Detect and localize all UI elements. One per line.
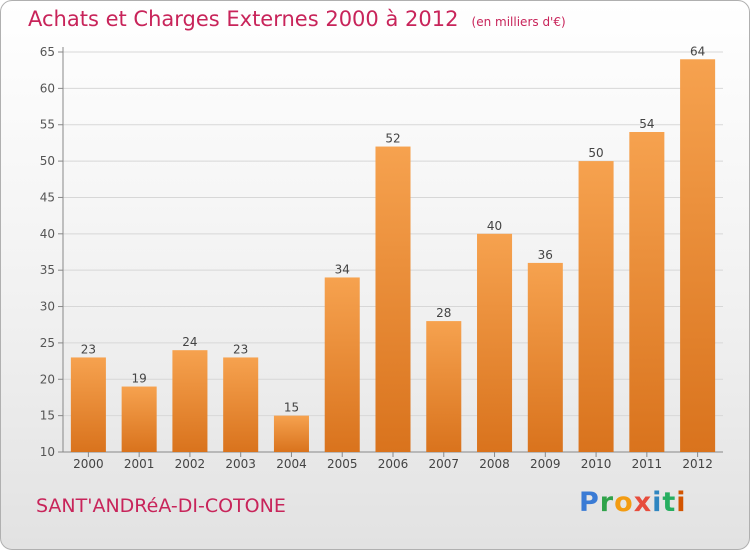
value-label-2005: 34 xyxy=(335,262,350,276)
y-tick-label: 35 xyxy=(40,263,55,277)
bar-2004 xyxy=(273,415,309,452)
y-tick-label: 60 xyxy=(40,81,55,95)
bar-2006 xyxy=(375,146,411,452)
value-label-2007: 28 xyxy=(436,306,451,320)
chart-title: Achats et Charges Externes 2000 à 2012 xyxy=(28,7,459,31)
bar-2008 xyxy=(477,233,513,452)
logo-letter: x xyxy=(633,487,653,518)
bar-2009 xyxy=(527,262,563,452)
y-tick-label: 15 xyxy=(40,409,55,423)
x-tick-label-2007: 2007 xyxy=(428,457,459,471)
y-tick-label: 10 xyxy=(40,445,55,459)
y-tick-label: 65 xyxy=(40,45,55,59)
value-label-2011: 54 xyxy=(639,117,654,131)
x-tick-label-2011: 2011 xyxy=(632,457,663,471)
bar-2001 xyxy=(121,386,157,452)
bar-2012 xyxy=(680,59,716,452)
x-tick-label-2009: 2009 xyxy=(530,457,561,471)
logo-letter: t xyxy=(662,487,677,518)
data-labels: 23 2000 19 2001 24 2002 23 2003 15 2004 34 2005 52 20… xyxy=(73,44,713,471)
bar-2007 xyxy=(426,321,462,452)
logo-letter: i xyxy=(676,487,687,518)
x-tick-label-2003: 2003 xyxy=(225,457,256,471)
bar-2011 xyxy=(629,132,665,452)
bars xyxy=(70,59,716,452)
bar-2005 xyxy=(324,277,360,452)
x-tick-label-2001: 2001 xyxy=(124,457,155,471)
value-label-2003: 23 xyxy=(233,342,248,356)
value-label-2006: 52 xyxy=(385,132,400,146)
proxiti-logo: Proxiti xyxy=(579,487,687,518)
value-label-2002: 24 xyxy=(182,335,197,349)
y-tick-label: 25 xyxy=(40,336,55,350)
x-tick-label-2000: 2000 xyxy=(73,457,104,471)
y-tick-label: 30 xyxy=(40,300,55,314)
logo-letter: i xyxy=(652,487,663,518)
commune-name: SANT'ANDRéA-DI-COTONE xyxy=(36,495,286,517)
y-tick-label: 50 xyxy=(40,154,55,168)
bar-2003 xyxy=(223,357,259,452)
chart-unit: (en milliers d'€) xyxy=(471,15,566,29)
logo-letter: r xyxy=(599,487,615,518)
x-tick-label-2012: 2012 xyxy=(682,457,713,471)
value-label-2009: 36 xyxy=(538,248,553,262)
y-tick-label: 40 xyxy=(40,227,55,241)
bar-2000 xyxy=(70,357,106,452)
logo-letter: o xyxy=(614,487,634,518)
bar-2002 xyxy=(172,350,208,452)
title-row: Achats et Charges Externes 2000 à 2012 (… xyxy=(28,7,566,31)
x-tick-label-2006: 2006 xyxy=(378,457,409,471)
value-label-2010: 50 xyxy=(588,146,603,160)
value-label-2012: 64 xyxy=(690,44,705,58)
value-label-2001: 19 xyxy=(132,372,147,386)
x-tick-label-2008: 2008 xyxy=(479,457,510,471)
y-tick-label: 55 xyxy=(40,118,55,132)
y-tick-label: 20 xyxy=(40,372,55,386)
value-label-2004: 15 xyxy=(284,401,299,415)
value-label-2008: 40 xyxy=(487,219,502,233)
bar-2010 xyxy=(578,161,614,452)
logo-letter: P xyxy=(579,487,600,518)
x-tick-label-2002: 2002 xyxy=(175,457,206,471)
y-tick-label: 45 xyxy=(40,190,55,204)
x-tick-label-2010: 2010 xyxy=(581,457,612,471)
x-tick-label-2005: 2005 xyxy=(327,457,358,471)
value-label-2000: 23 xyxy=(81,342,96,356)
x-tick-label-2004: 2004 xyxy=(276,457,307,471)
